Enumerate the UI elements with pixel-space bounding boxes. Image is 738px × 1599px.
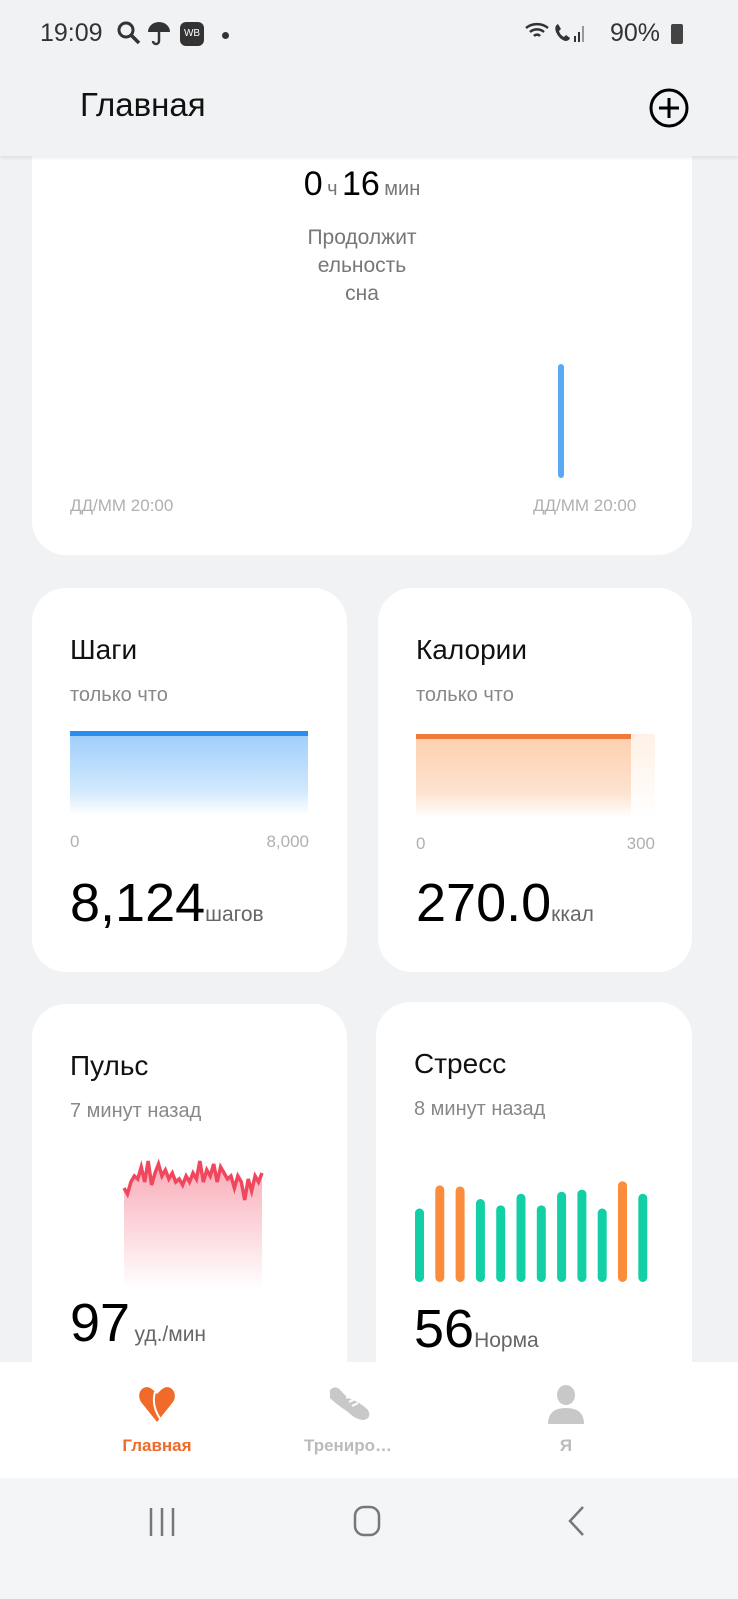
umbrella-icon: [148, 22, 170, 46]
steps-axis-max: 8,000: [266, 832, 309, 851]
stress-bar: [475, 1199, 485, 1282]
clock: 19:09: [40, 19, 103, 47]
sleep-card[interactable]: 0 ч 16 мин Продолжит ельность сна ДД/ММ …: [32, 110, 692, 555]
steps-progress-line: [70, 731, 308, 736]
sleep-x-start: ДД/ММ 20:00: [70, 496, 174, 515]
stress-bar: [597, 1208, 607, 1282]
stress-bar: [618, 1181, 627, 1282]
bottom-nav: Главная Трениро… Я: [0, 1362, 738, 1478]
stress-bar: [516, 1193, 526, 1282]
stress-updated: 8 минут назад: [414, 1098, 546, 1120]
nav-item-workouts[interactable]: Трениро…: [248, 1362, 448, 1478]
pulse-value-row: 97 уд./мин: [70, 1292, 206, 1354]
stress-bar: [577, 1189, 587, 1282]
calories-unit: ккал: [551, 903, 594, 926]
pulse-unit: уд./мин: [134, 1323, 207, 1346]
sleep-label-line: Продолжит: [307, 226, 417, 249]
pulse-line: [122, 1158, 264, 1201]
stress-value-row: 56Норма: [414, 1298, 539, 1360]
pulse-value: 97: [70, 1293, 131, 1353]
heart-icon: [139, 1387, 175, 1422]
sleep-x-end: ДД/ММ 20:00: [533, 496, 637, 515]
stress-bar: [435, 1185, 445, 1282]
stress-bar: [415, 1208, 424, 1282]
stress-bar: [536, 1205, 546, 1282]
sleep-label-line: сна: [345, 282, 379, 305]
calories-value: 270.0: [416, 873, 552, 933]
person-icon: [548, 1385, 584, 1424]
nav-label-workouts: Трениро…: [303, 1436, 393, 1455]
sleep-bar: [558, 364, 564, 478]
calories-value-row: 270.0ккал: [416, 872, 594, 934]
sleep-label-line: ельность: [317, 254, 407, 277]
stress-bar: [557, 1191, 567, 1282]
recent-apps-icon[interactable]: [148, 1506, 178, 1538]
steps-unit: шагов: [205, 903, 264, 926]
stress-unit: Норма: [474, 1329, 539, 1352]
battery-percent: 90%: [610, 19, 661, 47]
sleep-minutes: 16: [342, 165, 380, 203]
calories-title: Калории: [416, 634, 527, 665]
wifi-icon: [525, 22, 584, 42]
page-title: Главная: [80, 86, 206, 123]
dot-icon: [222, 32, 229, 39]
pulse-updated: 7 минут назад: [70, 1100, 202, 1122]
search-icon: [117, 21, 141, 45]
calories-updated: только что: [416, 684, 514, 706]
sleep-duration: 0 ч 16 мин: [32, 165, 692, 204]
back-icon[interactable]: [565, 1504, 589, 1538]
app-header: Главная: [0, 60, 738, 156]
sleep-hours: 0: [303, 165, 323, 203]
calories-progress-line: [416, 734, 632, 739]
pulse-chart: [122, 1158, 264, 1289]
stress-card[interactable]: Стресс 8 минут назад 56Норма: [376, 1002, 692, 1422]
sneaker-icon: [330, 1387, 370, 1420]
steps-title: Шаги: [70, 634, 138, 665]
calories-axis-min: 0: [416, 834, 426, 853]
steps-progress-fill: [70, 731, 308, 815]
stress-value: 56: [414, 1299, 475, 1359]
battery-icon: [671, 24, 683, 44]
sleep-hours-unit: ч: [327, 178, 338, 200]
steps-updated: только что: [70, 684, 168, 706]
stress-bar: [638, 1193, 648, 1282]
nav-item-me[interactable]: Я: [466, 1362, 666, 1478]
steps-axis-min: 0: [70, 832, 80, 851]
home-icon[interactable]: [352, 1504, 382, 1538]
sleep-minutes-unit: мин: [384, 178, 421, 200]
steps-value: 8,124: [70, 873, 206, 933]
pulse-title: Пульс: [70, 1050, 149, 1081]
status-bar: 19:09 WB 90%: [0, 0, 738, 60]
calories-axis-max: 300: [626, 834, 655, 853]
pulse-area: [124, 1161, 262, 1289]
steps-card[interactable]: Шаги только что 0 8,000 8,124шагов: [32, 588, 347, 972]
stress-bar: [496, 1205, 506, 1282]
calories-card[interactable]: Калории только что 0 300 270.0ккал: [378, 588, 692, 972]
steps-value-row: 8,124шагов: [70, 872, 264, 934]
stress-title: Стресс: [414, 1048, 507, 1079]
plus-circle-icon[interactable]: [647, 86, 691, 130]
pulse-card[interactable]: Пульс 7 минут назад 97 уд./мин: [32, 1004, 347, 1424]
stress-bar: [455, 1186, 465, 1282]
stress-chart: [415, 1181, 648, 1282]
wb-app-icon: WB: [180, 22, 204, 46]
nav-label-me: Я: [559, 1436, 573, 1455]
nav-label-home: Главная: [122, 1436, 192, 1455]
system-nav-bar: [0, 1478, 738, 1599]
nav-item-home[interactable]: Главная: [57, 1362, 257, 1478]
calories-progress-fill: [416, 734, 632, 818]
sleep-label: Продолжит ельность сна: [262, 224, 462, 308]
